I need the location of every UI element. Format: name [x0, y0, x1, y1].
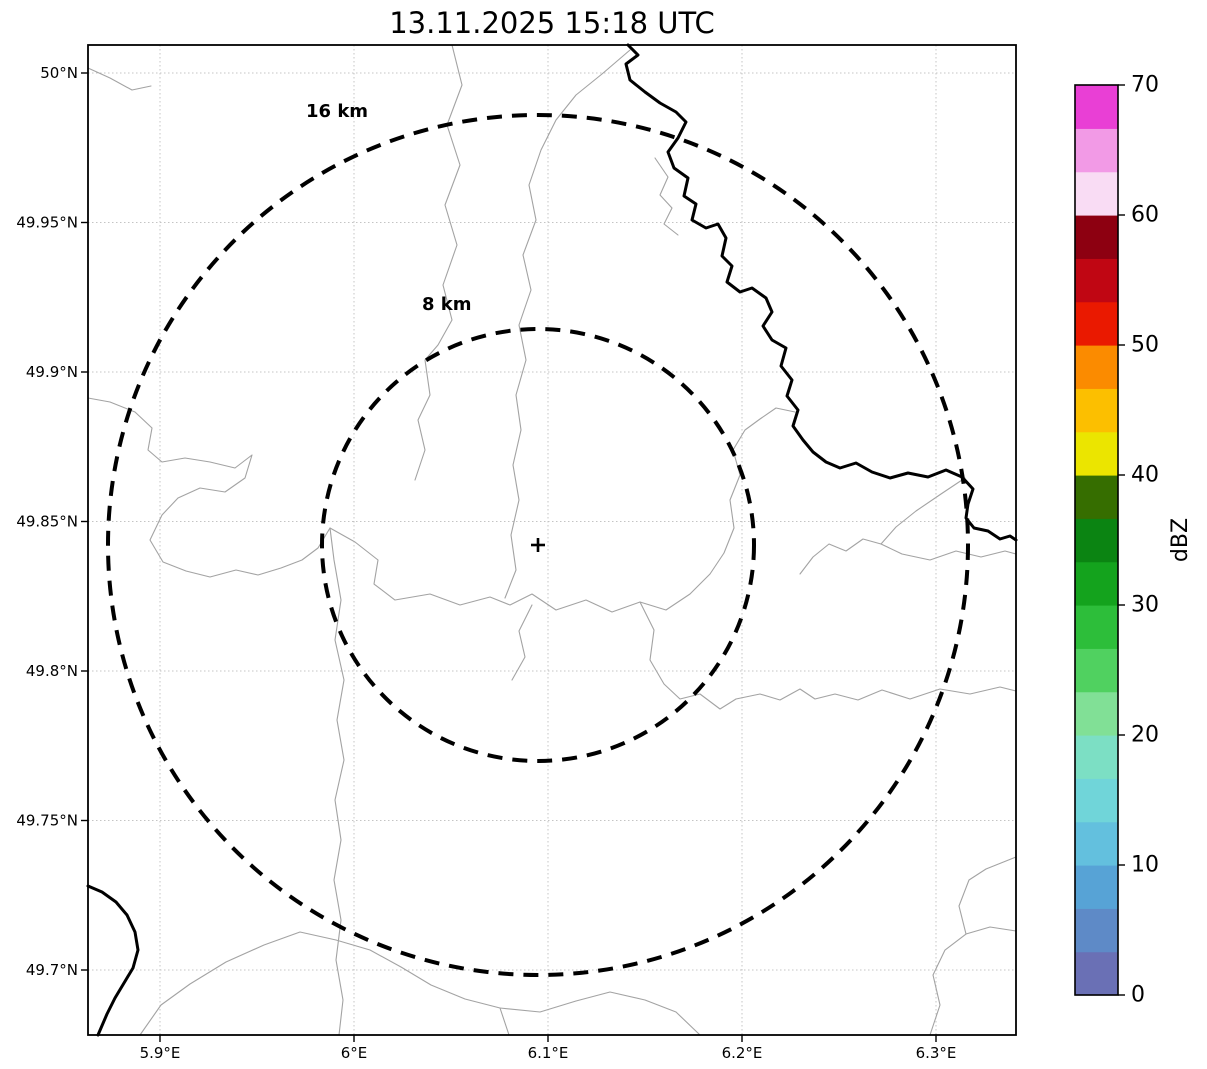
grid-lines — [88, 45, 1016, 1035]
colorbar-segment — [1075, 388, 1118, 433]
colorbar-segment — [1075, 258, 1118, 303]
colorbar-segment — [1075, 951, 1118, 996]
lat-tick-label: 49.75°N — [16, 812, 78, 830]
river-border-segment — [86, 884, 140, 1037]
colorbar-segment — [1075, 518, 1118, 563]
colorbar-segment — [1075, 345, 1118, 389]
radar-site-marker — [531, 538, 545, 552]
range-ring-16km — [106, 113, 970, 977]
colorbar-segment — [1075, 431, 1118, 476]
colorbar-segment — [1075, 821, 1118, 866]
admin-boundary-line — [654, 157, 679, 236]
colorbar-segment — [1075, 85, 1118, 129]
colorbar-tick-labels: 0 10 20 30 40 50 60 70 — [1131, 73, 1159, 1008]
colorbar-segment — [1075, 691, 1118, 736]
range-rings — [106, 113, 970, 977]
admin-boundary-line — [499, 1007, 510, 1036]
colorbar: 0 10 20 30 40 50 60 70 dBZ — [1074, 73, 1193, 1008]
admin-boundary-line — [958, 856, 1017, 935]
colorbar-tick-label: 70 — [1131, 73, 1159, 98]
colorbar-segment — [1075, 778, 1118, 823]
admin-boundary-line — [414, 44, 463, 481]
admin-boundary-line — [139, 931, 701, 1036]
lat-tick-label: 50°N — [40, 64, 78, 82]
admin-boundary-line — [504, 49, 631, 599]
lon-tick-label: 5.9°E — [140, 1044, 181, 1062]
lat-tick-label: 49.8°N — [26, 662, 78, 680]
colorbar-tick-label: 60 — [1131, 203, 1159, 228]
colorbar-segment — [1075, 215, 1118, 259]
admin-boundary-line — [880, 543, 1017, 561]
river-border-segment — [624, 43, 1018, 542]
colorbar-unit-label: dBZ — [1168, 518, 1193, 562]
colorbar-tick-label: 30 — [1131, 593, 1159, 618]
lat-tick-label: 49.7°N — [26, 961, 78, 979]
colorbar-segment — [1075, 301, 1118, 346]
admin-boundary-line — [87, 67, 152, 91]
axis-ticks — [81, 72, 937, 1042]
river-border-line — [86, 43, 1018, 1037]
lon-tick-label: 6.2°E — [722, 1044, 763, 1062]
range-ring-label-8km: 8 km — [422, 294, 472, 315]
colorbar-segment — [1075, 908, 1118, 953]
colorbar-segment — [1075, 128, 1118, 173]
colorbar-segment — [1075, 648, 1118, 693]
colorbar-tick-label: 50 — [1131, 333, 1159, 358]
admin-boundary-line — [799, 477, 966, 575]
colorbar-tick-label: 0 — [1131, 983, 1145, 1008]
plot-title: 13.11.2025 15:18 UTC — [389, 6, 715, 40]
admin-boundary-line — [929, 926, 1017, 1036]
admin-boundary-line — [511, 604, 533, 681]
range-ring-8km — [320, 327, 756, 763]
admin-boundary-line — [329, 407, 796, 613]
admin-boundary-line — [87, 397, 331, 578]
admin-boundaries — [87, 44, 1017, 1036]
colorbar-tick-label: 40 — [1131, 463, 1159, 488]
lon-tick-labels: 5.9°E 6°E 6.1°E 6.2°E 6.3°E — [140, 1044, 957, 1062]
admin-boundary-line — [329, 527, 345, 1036]
lon-tick-label: 6°E — [341, 1044, 368, 1062]
lat-tick-labels: 50°N 49.95°N 49.9°N 49.85°N 49.8°N 49.75… — [16, 64, 78, 979]
lon-tick-label: 6.3°E — [916, 1044, 957, 1062]
colorbar-tick-label: 10 — [1131, 853, 1159, 878]
colorbar-segment — [1075, 475, 1118, 519]
lat-tick-label: 49.9°N — [26, 363, 78, 381]
colorbar-segment — [1075, 561, 1118, 606]
lat-tick-label: 49.85°N — [16, 513, 78, 531]
colorbar-segments — [1075, 85, 1118, 996]
lat-tick-label: 49.95°N — [16, 214, 78, 232]
colorbar-segment — [1075, 735, 1118, 779]
colorbar-segment — [1075, 865, 1118, 909]
colorbar-segment — [1075, 605, 1118, 649]
plot-frame — [87, 44, 1017, 1036]
colorbar-frame — [1074, 84, 1119, 996]
colorbar-tick-marks — [1118, 84, 1125, 996]
colorbar-segment — [1075, 171, 1118, 216]
lon-tick-label: 6.1°E — [528, 1044, 569, 1062]
admin-boundary-line — [639, 601, 1017, 710]
range-ring-label-16km: 16 km — [306, 101, 368, 122]
colorbar-tick-label: 20 — [1131, 723, 1159, 748]
